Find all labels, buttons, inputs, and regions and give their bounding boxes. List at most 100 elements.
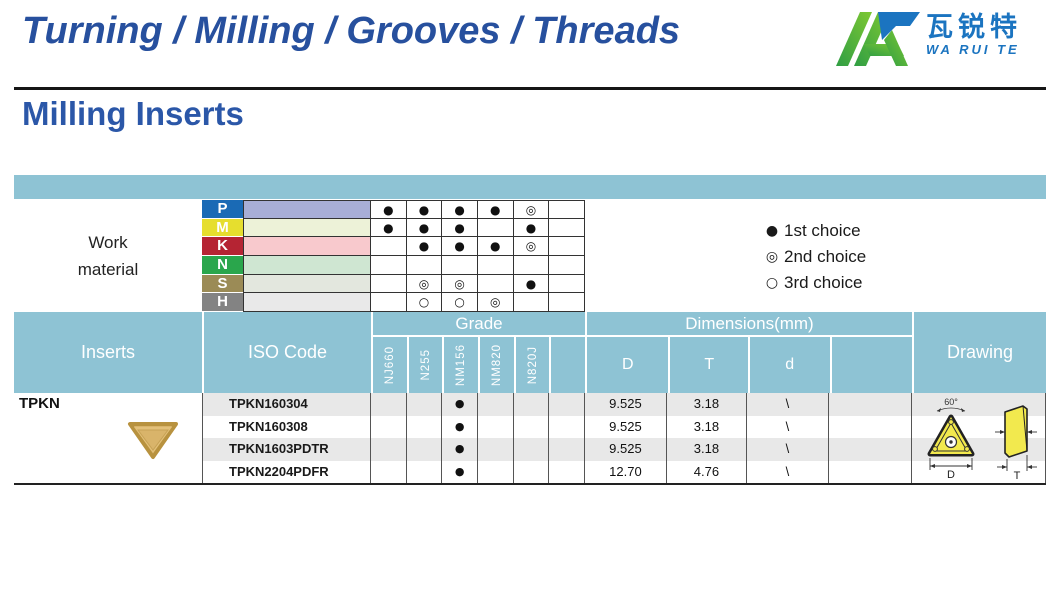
grade-columns: NJ660 N255 NM156 NM820 N820J bbox=[373, 337, 585, 393]
table-body: TPKN160304 ● 9.525 3.18 \ TPKN160308 ● 9.525 3.1… bbox=[202, 393, 1046, 483]
brand-name-english: WA RUI TE bbox=[926, 42, 1020, 57]
brand-logo-icon bbox=[836, 12, 920, 66]
grade-mark-cell bbox=[371, 438, 407, 461]
dim-extra-cell bbox=[829, 393, 912, 416]
dim-d-cell: \ bbox=[747, 438, 829, 461]
work-material-mark-cell bbox=[513, 255, 550, 275]
grade-mark-cell bbox=[549, 438, 585, 461]
grade-mark-cell bbox=[478, 415, 514, 438]
grade-column-label: NM820 bbox=[490, 343, 503, 387]
col-header-grade: Grade bbox=[373, 312, 585, 337]
grade-mark-cell bbox=[478, 460, 514, 483]
brand-logo: 瓦锐特 WA RUI TE bbox=[832, 4, 1022, 72]
drawing-cell bbox=[912, 393, 1046, 416]
brand-logo-text: 瓦锐特 WA RUI TE bbox=[926, 12, 1022, 57]
grade-mark-cell: ● bbox=[442, 460, 478, 483]
work-material-mark-cell bbox=[477, 274, 514, 294]
grade-column-header: NM156 bbox=[442, 337, 478, 393]
insert-photo-icon bbox=[128, 422, 178, 459]
work-material-mark-cell: ◎ bbox=[513, 200, 550, 219]
work-material-mark-cell: ◎ bbox=[442, 274, 478, 294]
iso-code-cell: TPKN160308 bbox=[202, 415, 371, 438]
legend-symbol: ● bbox=[765, 223, 779, 239]
section-title: Milling Inserts bbox=[22, 95, 244, 132]
grade-column-header: N255 bbox=[406, 337, 443, 393]
dim-D-cell: 12.70 bbox=[585, 460, 667, 483]
legend-label: 2nd choice bbox=[784, 247, 867, 266]
legend-item: ○ 3rd choice bbox=[760, 270, 866, 296]
legend-symbol: ○ bbox=[765, 275, 779, 291]
dim-d-cell: \ bbox=[747, 415, 829, 438]
work-material-mark-cell: ● bbox=[406, 237, 443, 256]
grade-mark-cell bbox=[549, 393, 585, 416]
work-material-mark-cell: ● bbox=[477, 200, 514, 219]
work-material-row: P ● ● ● ● ◎ bbox=[202, 200, 585, 219]
grade-mark-cell: ● bbox=[442, 393, 478, 416]
grade-mark-cell bbox=[514, 438, 550, 461]
legend-label: 3rd choice bbox=[784, 273, 863, 292]
dim-T-cell: 4.76 bbox=[667, 460, 747, 483]
work-material-class-label: H bbox=[202, 293, 243, 312]
dim-extra-cell bbox=[829, 415, 912, 438]
dimension-column-header: d bbox=[748, 337, 830, 393]
work-material-mark-cell: ◎ bbox=[406, 274, 443, 294]
work-material-mark-cell: ● bbox=[477, 237, 514, 256]
grade-mark-cell bbox=[371, 415, 407, 438]
work-material-mark-cell bbox=[549, 255, 585, 275]
grade-mark-cell bbox=[478, 438, 514, 461]
work-material-mark-cell bbox=[406, 255, 443, 275]
table-top-banner bbox=[14, 175, 1046, 199]
work-material-class-label: M bbox=[202, 218, 243, 238]
work-material-mark-cell: ● bbox=[406, 218, 443, 238]
work-material-mark-cell: ◎ bbox=[477, 293, 514, 312]
grade-mark-cell bbox=[514, 393, 550, 416]
work-material-label-line1: Work bbox=[88, 233, 128, 252]
col-header-inserts: Inserts bbox=[80, 342, 136, 362]
work-material-mark-cell bbox=[371, 293, 407, 312]
header-divider bbox=[14, 87, 1046, 90]
work-material-mark-cell bbox=[549, 218, 585, 238]
work-material-mark-cell: ● bbox=[513, 218, 550, 238]
grade-mark-cell bbox=[514, 415, 550, 438]
work-material-mark-cell: ● bbox=[371, 218, 407, 238]
work-material-label-line2: material bbox=[77, 260, 139, 279]
legend-symbol: ◎ bbox=[765, 249, 779, 265]
dim-extra-cell bbox=[829, 460, 912, 483]
grade-column-label: NM156 bbox=[455, 343, 468, 387]
svg-text:T: T bbox=[1014, 470, 1021, 481]
grade-column-header: NM820 bbox=[478, 337, 514, 393]
table-bottom-border bbox=[14, 483, 1046, 485]
work-material-mark-cell bbox=[371, 255, 407, 275]
work-material-row: H ○ ○ ◎ bbox=[202, 293, 585, 312]
work-material-class-label: N bbox=[202, 255, 243, 275]
work-material-mark-cell bbox=[371, 274, 407, 294]
work-material-label: Work material bbox=[14, 200, 202, 312]
work-material-band bbox=[243, 274, 371, 294]
table-row: TPKN2204PDFR ● 12.70 4.76 \ bbox=[202, 460, 1046, 483]
grade-mark-cell bbox=[478, 393, 514, 416]
dim-d-cell: \ bbox=[747, 393, 829, 416]
work-material-mark-cell bbox=[371, 237, 407, 256]
legend-item: ◎ 2nd choice bbox=[760, 244, 866, 270]
work-material-band bbox=[243, 293, 371, 312]
work-material-mark-cell: ○ bbox=[406, 293, 443, 312]
col-header-dimensions: Dimensions(mm) bbox=[587, 312, 912, 337]
dim-T-cell: 3.18 bbox=[667, 393, 747, 416]
dim-D-cell: 9.525 bbox=[585, 438, 667, 461]
col-header-iso-code: ISO Code bbox=[202, 312, 371, 393]
col-header-drawing: Drawing bbox=[912, 312, 1046, 393]
work-material-mark-cell bbox=[549, 200, 585, 219]
work-material-mark-cell: ● bbox=[442, 200, 478, 219]
grade-mark-cell: ● bbox=[442, 415, 478, 438]
work-material-mark-cell bbox=[513, 293, 550, 312]
work-material-mark-cell: ● bbox=[513, 274, 550, 294]
work-material-band bbox=[243, 237, 371, 256]
work-material-mark-cell: ◎ bbox=[513, 237, 550, 256]
grade-mark-cell bbox=[549, 415, 585, 438]
work-material-mark-cell bbox=[477, 218, 514, 238]
iso-code-cell: TPKN2204PDFR bbox=[202, 460, 371, 483]
insert-group-name: TPKN bbox=[19, 395, 60, 412]
insert-top-view-drawing: 60° D bbox=[927, 397, 975, 481]
work-material-grid: P ● ● ● ● ◎ M ● ● ● ● K ● ● ● ◎ N S ◎ ◎ ● H ○ ○ ◎ bbox=[202, 200, 585, 312]
work-material-class-label: K bbox=[202, 237, 243, 256]
